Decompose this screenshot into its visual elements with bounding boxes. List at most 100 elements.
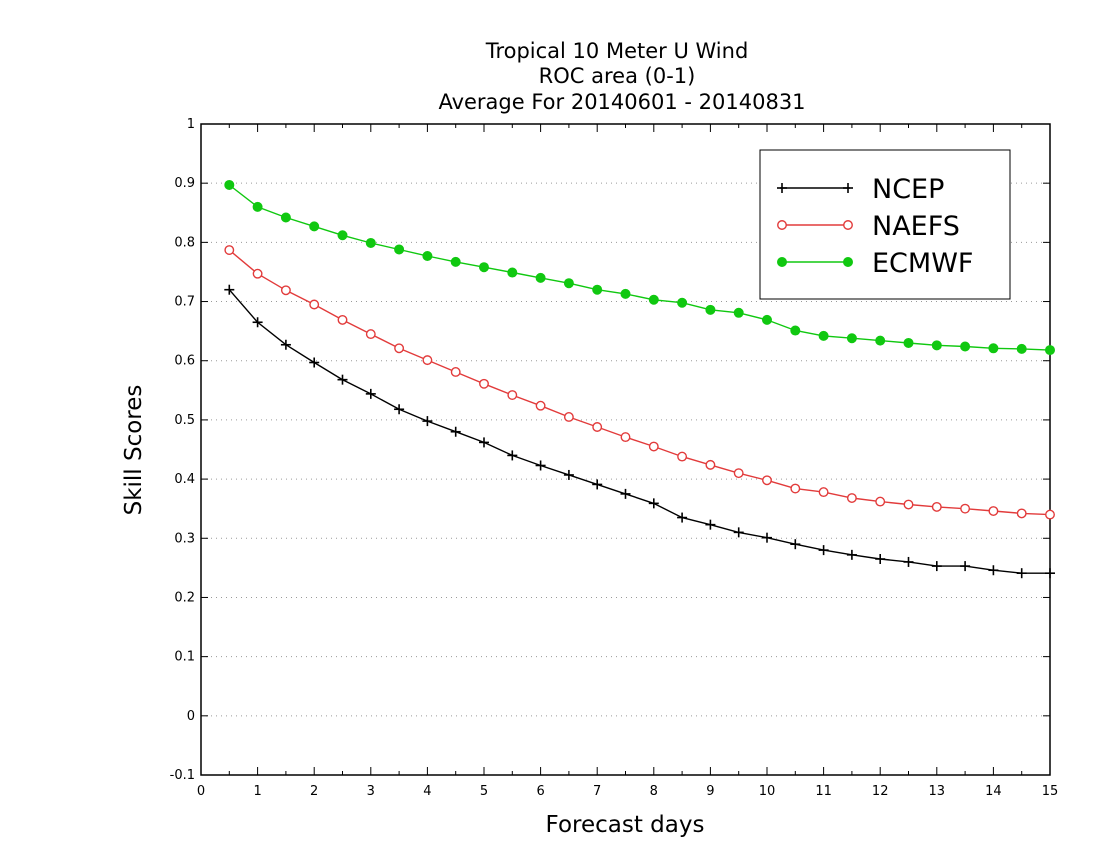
legend-label-ecmwf: ECMWF xyxy=(872,248,973,279)
series-line-ncep xyxy=(228,289,1050,574)
x-tick-label: 10 xyxy=(759,784,776,799)
data-point-ecmwf xyxy=(818,330,829,341)
data-point-naefs xyxy=(479,378,489,389)
data-point-ncep xyxy=(762,532,772,543)
data-point-naefs xyxy=(422,355,433,366)
data-point-ncep xyxy=(507,450,518,461)
x-tick-label: 13 xyxy=(929,784,946,799)
data-point-ecmwf xyxy=(450,256,461,267)
data-point-ecmwf xyxy=(252,201,263,212)
data-point-naefs xyxy=(224,245,235,256)
data-point-ecmwf xyxy=(422,250,433,261)
data-point-ncep xyxy=(875,553,886,564)
legend-item-ecmwf: ECMWF xyxy=(777,248,973,279)
data-point-naefs xyxy=(875,496,886,507)
data-point-naefs xyxy=(846,493,857,503)
x-tick-label: 15 xyxy=(1042,784,1059,799)
data-point-ecmwf xyxy=(875,335,886,346)
y-axis-label: Skill Scores xyxy=(121,385,147,516)
data-point-ncep xyxy=(224,284,235,295)
data-point-ncep xyxy=(931,561,942,572)
x-tick-label: 3 xyxy=(367,784,375,799)
x-tick-label: 1 xyxy=(253,784,261,799)
data-point-naefs xyxy=(677,451,688,462)
data-point-ncep xyxy=(280,339,291,350)
chart-title-line-2: ROC area (0-1) xyxy=(539,64,696,88)
data-point-ecmwf xyxy=(620,288,631,299)
data-point-ecmwf xyxy=(648,294,659,305)
data-point-ncep xyxy=(903,556,914,567)
y-tick-label: 0.9 xyxy=(174,176,195,191)
legend-label-ncep: NCEP xyxy=(872,174,944,205)
x-axis-label: Forecast days xyxy=(546,812,705,838)
data-point-naefs xyxy=(931,501,942,512)
data-point-naefs xyxy=(365,329,376,340)
data-point-ncep xyxy=(422,416,433,427)
data-point-ecmwf xyxy=(592,284,603,295)
chart-title-line-3: Average For 20140601 - 20140831 xyxy=(438,90,805,114)
data-point-naefs xyxy=(450,367,461,377)
series xyxy=(224,179,1055,579)
data-point-ecmwf xyxy=(677,297,688,308)
data-point-ecmwf xyxy=(762,314,772,325)
data-point-ecmwf xyxy=(790,325,801,336)
x-tick-label: 9 xyxy=(706,784,714,799)
legend: NCEP NAEFS ECMWF xyxy=(759,149,1011,300)
legend-marker-ncep xyxy=(777,183,787,193)
data-point-naefs xyxy=(648,441,659,452)
data-point-naefs xyxy=(535,400,546,411)
data-point-ncep xyxy=(846,549,857,560)
series-naefs xyxy=(224,245,1055,520)
data-point-ncep xyxy=(1045,568,1055,579)
data-point-ecmwf xyxy=(1016,343,1027,354)
data-point-ncep xyxy=(677,512,688,523)
data-point-naefs xyxy=(563,412,574,422)
series-ecmwf xyxy=(224,179,1055,356)
legend-marker-naefs xyxy=(777,220,787,230)
data-point-ncep xyxy=(563,469,574,480)
data-point-naefs xyxy=(818,487,829,498)
data-point-ncep xyxy=(733,527,744,538)
data-point-ecmwf xyxy=(733,307,744,318)
data-point-ncep xyxy=(960,561,971,572)
data-point-naefs xyxy=(507,390,518,401)
y-tick-label: 1 xyxy=(187,117,195,132)
data-point-ncep xyxy=(252,317,263,328)
data-point-naefs xyxy=(903,499,914,510)
data-point-ncep xyxy=(705,519,716,530)
y-tick-label: 0.1 xyxy=(174,650,195,665)
data-point-ecmwf xyxy=(563,278,574,289)
data-point-ncep xyxy=(818,545,829,556)
legend-marker-ncep xyxy=(843,183,853,193)
data-point-ecmwf xyxy=(903,337,914,348)
data-point-ecmwf xyxy=(705,304,716,315)
data-point-ecmwf xyxy=(309,221,320,232)
data-point-naefs xyxy=(620,432,631,443)
data-point-naefs xyxy=(309,299,320,310)
legend-marker-ecmwf xyxy=(843,257,853,267)
data-point-ecmwf xyxy=(479,262,489,273)
data-point-ncep xyxy=(648,498,659,509)
y-tick-label: -0.1 xyxy=(170,768,195,783)
legend-marker-ecmwf xyxy=(777,257,787,267)
data-point-naefs xyxy=(705,459,716,470)
x-tick-label: 4 xyxy=(423,784,431,799)
data-point-ecmwf xyxy=(931,340,942,351)
data-point-ncep xyxy=(790,539,801,550)
data-point-ncep xyxy=(988,565,999,576)
y-tick-label: 0.6 xyxy=(174,354,195,369)
data-point-ecmwf xyxy=(224,179,235,190)
x-tick-label: 6 xyxy=(536,784,544,799)
data-point-naefs xyxy=(988,506,999,516)
ticks: -0.100.10.20.30.40.50.60.70.80.910 1 2 3 4 5 6… xyxy=(170,117,1059,799)
data-point-ncep xyxy=(620,488,631,499)
data-point-ecmwf xyxy=(1045,345,1055,356)
data-point-ncep xyxy=(337,374,348,385)
y-tick-label: 0.8 xyxy=(174,235,195,250)
data-point-ecmwf xyxy=(535,272,546,283)
y-tick-label: 0 xyxy=(187,709,195,724)
x-tick-label: 5 xyxy=(480,784,488,799)
x-tick-label: 11 xyxy=(815,784,832,799)
data-point-ncep xyxy=(365,388,376,399)
data-point-naefs xyxy=(592,422,603,432)
